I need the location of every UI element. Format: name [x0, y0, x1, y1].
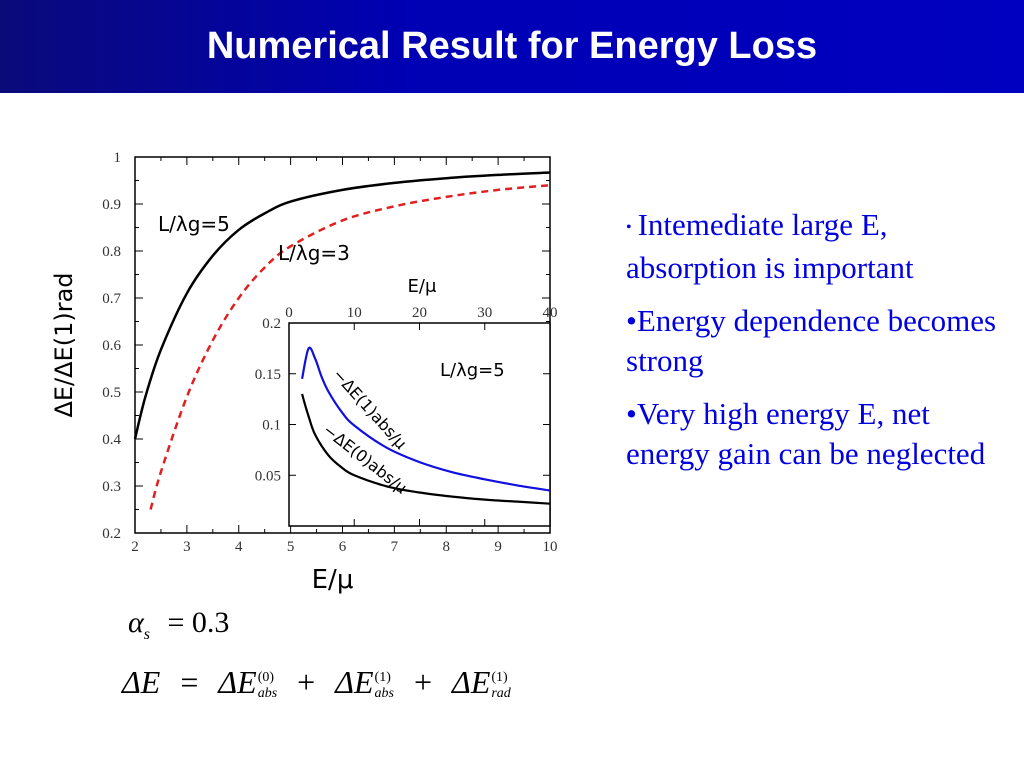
inset-y-tick-label: 0.15 — [255, 367, 281, 383]
delta-e-total: ΔE — [122, 664, 161, 700]
series-line-l5 — [133, 171, 551, 440]
y-axis-label: ΔE/ΔE(1)rad — [50, 272, 78, 417]
annotation-label: L/λg=3 — [278, 241, 350, 265]
x-tick-label: 5 — [287, 539, 295, 555]
inset-annotation-label: L/λg=5 — [440, 360, 505, 381]
term-superscript: (1) — [374, 669, 391, 685]
inset-x-tick-label: 10 — [347, 305, 362, 321]
x-tick-label: 4 — [235, 539, 243, 555]
x-tick-label: 3 — [183, 539, 191, 555]
x-axis-label: E/μ — [312, 565, 354, 595]
bullet-text: Intemediate large E, absorption is impor… — [626, 207, 914, 285]
y-tick-label: 0.6 — [102, 338, 121, 354]
x-tick-label: 8 — [443, 539, 451, 555]
plus-sign: + — [413, 664, 433, 700]
alpha-subscript: s — [143, 626, 150, 643]
y-tick-label: 0.4 — [102, 432, 121, 448]
y-tick-label: 0.7 — [102, 291, 121, 307]
x-tick-label: 6 — [339, 539, 347, 555]
y-tick-label: 0.3 — [102, 479, 121, 495]
equals-sign: = — [180, 664, 199, 700]
x-tick-label: 7 — [391, 539, 399, 555]
term-superscript: (0) — [257, 669, 275, 685]
inset-x-axis-label: E/μ — [408, 276, 437, 297]
energy-loss-chart: 2 3 4 5 6 7 8 9 10 0.2 0.3 0.4 0.5 0.6 0.7 0.8 0.9 1 E/μ ΔE… — [50, 150, 558, 595]
bullet-item: •Very high energy E, net energy gain can… — [626, 394, 1016, 474]
y-tick-label: 0.8 — [102, 244, 121, 260]
bullet-marker: • — [626, 218, 632, 236]
inset-y-tick-label: 0.2 — [262, 316, 281, 332]
y-tick-label: 1 — [114, 150, 122, 166]
energy-sum-formula: ΔE = ΔE (0) abs + ΔE (1) abs + ΔE (1) rad — [122, 664, 511, 702]
x-tick-label: 2 — [131, 539, 139, 555]
inset-x-tick-label: 0 — [285, 305, 293, 321]
bullet-marker: • — [626, 395, 637, 431]
inset-series-abs0 — [301, 393, 551, 505]
term-subscript: abs — [257, 685, 278, 701]
alpha-value: = 0.3 — [167, 606, 230, 639]
term-superscript: (1) — [491, 669, 508, 685]
term-subscript: rad — [491, 685, 511, 701]
slide-title: Numerical Result for Energy Loss — [206, 25, 818, 67]
title-bar — [0, 0, 1024, 93]
delta-e-term: ΔE — [335, 664, 374, 700]
delta-e-term: ΔE — [452, 664, 491, 700]
y-tick-label: 0.9 — [102, 197, 121, 213]
bullet-text: Energy dependence becomes strong — [626, 302, 997, 378]
alpha-formula: αs = 0.3 — [128, 606, 229, 644]
x-tick-label: 9 — [494, 539, 502, 555]
plus-sign: + — [297, 664, 316, 700]
inset-x-tick-label: 40 — [543, 305, 558, 321]
y-tick-label: 0.5 — [102, 385, 121, 401]
bullet-text: Very high energy E, net energy gain can … — [626, 395, 986, 471]
annotation-label: L/λg=5 — [158, 212, 230, 236]
bullet-marker: • — [626, 302, 637, 338]
x-tick-label: 10 — [543, 539, 558, 555]
delta-e-term: ΔE — [218, 664, 257, 700]
inset-x-tick-label: 30 — [477, 305, 492, 321]
inset-series-abs1 — [301, 346, 551, 492]
term-subscript: abs — [374, 685, 394, 701]
bullet-item: • Intemediate large E, absorption is impo… — [626, 205, 1016, 288]
y-tick-label: 0.2 — [102, 526, 121, 542]
bullet-item: •Energy dependence becomes strong — [626, 301, 1016, 381]
inset-y-tick-label: 0.1 — [262, 418, 281, 434]
series-line-l3 — [149, 183, 551, 510]
bullet-list: • Intemediate large E, absorption is impo… — [626, 205, 1016, 487]
alpha-symbol: α — [128, 606, 144, 639]
inset-x-tick-label: 20 — [412, 305, 427, 321]
inset-y-tick-label: 0.05 — [255, 468, 281, 484]
